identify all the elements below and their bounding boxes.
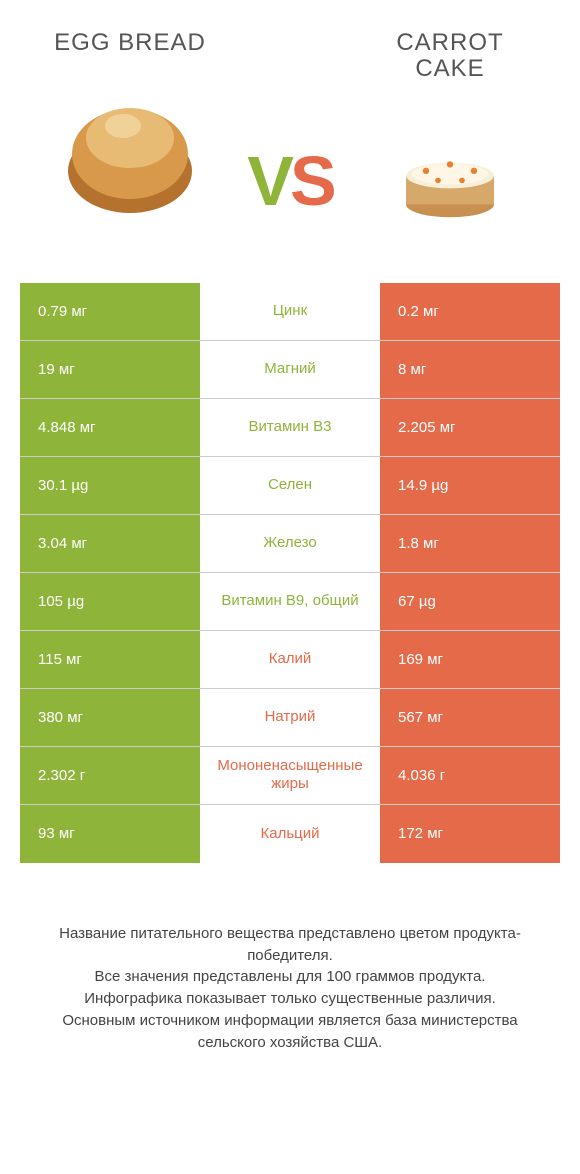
- right-value: 1.8 мг: [380, 515, 560, 572]
- table-row: 105 µgВитамин B9, общий67 µg: [20, 573, 560, 631]
- footer-line: Все значения представлены для 100 граммо…: [30, 966, 550, 988]
- right-title: CARROT CAKE: [396, 30, 503, 83]
- nutrient-label: Цинк: [200, 283, 380, 340]
- table-row: 380 мгНатрий567 мг: [20, 689, 560, 747]
- footer-line: Инфографика показывает только существенн…: [30, 988, 550, 1010]
- footer-line: Основным источником информации является …: [30, 1010, 550, 1054]
- left-value: 105 µg: [20, 573, 200, 630]
- table-row: 115 мгКалий169 мг: [20, 631, 560, 689]
- table-row: 93 мгКальций172 мг: [20, 805, 560, 863]
- left-value: 19 мг: [20, 341, 200, 398]
- left-value: 30.1 µg: [20, 457, 200, 514]
- right-value: 567 мг: [380, 689, 560, 746]
- nutrient-label: Железо: [200, 515, 380, 572]
- right-value: 2.205 мг: [380, 399, 560, 456]
- table-row: 3.04 мгЖелезо1.8 мг: [20, 515, 560, 573]
- right-value: 4.036 г: [380, 747, 560, 804]
- left-value: 4.848 мг: [20, 399, 200, 456]
- nutrient-label: Витамин B9, общий: [200, 573, 380, 630]
- table-row: 4.848 мгВитамин B32.205 мг: [20, 399, 560, 457]
- nutrient-label: Магний: [200, 341, 380, 398]
- left-product: EGG BREAD: [30, 30, 230, 226]
- left-value: 2.302 г: [20, 747, 200, 804]
- left-value: 0.79 мг: [20, 283, 200, 340]
- left-value: 380 мг: [20, 689, 200, 746]
- table-row: 0.79 мгЦинк0.2 мг: [20, 283, 560, 341]
- cake-image: [375, 103, 525, 253]
- nutrient-label: Витамин B3: [200, 399, 380, 456]
- footer-notes: Название питательного вещества представл…: [30, 923, 550, 1054]
- left-value: 3.04 мг: [20, 515, 200, 572]
- right-value: 14.9 µg: [380, 457, 560, 514]
- comparison-table: 0.79 мгЦинк0.2 мг19 мгМагний8 мг4.848 мг…: [20, 283, 560, 863]
- footer-line: Название питательного вещества представл…: [30, 923, 550, 967]
- left-value: 93 мг: [20, 805, 200, 863]
- bread-image: [55, 76, 205, 226]
- right-value: 172 мг: [380, 805, 560, 863]
- table-row: 30.1 µgСелен14.9 µg: [20, 457, 560, 515]
- nutrient-label: Мононенасыщенные жиры: [200, 747, 380, 804]
- left-value: 115 мг: [20, 631, 200, 688]
- header: EGG BREAD VS CARROT CAKE: [0, 0, 580, 263]
- vs-label: VS: [247, 146, 332, 216]
- nutrient-label: Натрий: [200, 689, 380, 746]
- table-row: 2.302 гМононенасыщенные жиры4.036 г: [20, 747, 560, 805]
- nutrient-label: Кальций: [200, 805, 380, 863]
- left-title: EGG BREAD: [54, 30, 206, 56]
- vs-v: V: [247, 142, 290, 220]
- right-value: 67 µg: [380, 573, 560, 630]
- table-row: 19 мгМагний8 мг: [20, 341, 560, 399]
- nutrient-label: Калий: [200, 631, 380, 688]
- right-value: 8 мг: [380, 341, 560, 398]
- vs-s: S: [290, 142, 333, 220]
- right-product: CARROT CAKE: [350, 30, 550, 253]
- right-value: 169 мг: [380, 631, 560, 688]
- right-value: 0.2 мг: [380, 283, 560, 340]
- nutrient-label: Селен: [200, 457, 380, 514]
